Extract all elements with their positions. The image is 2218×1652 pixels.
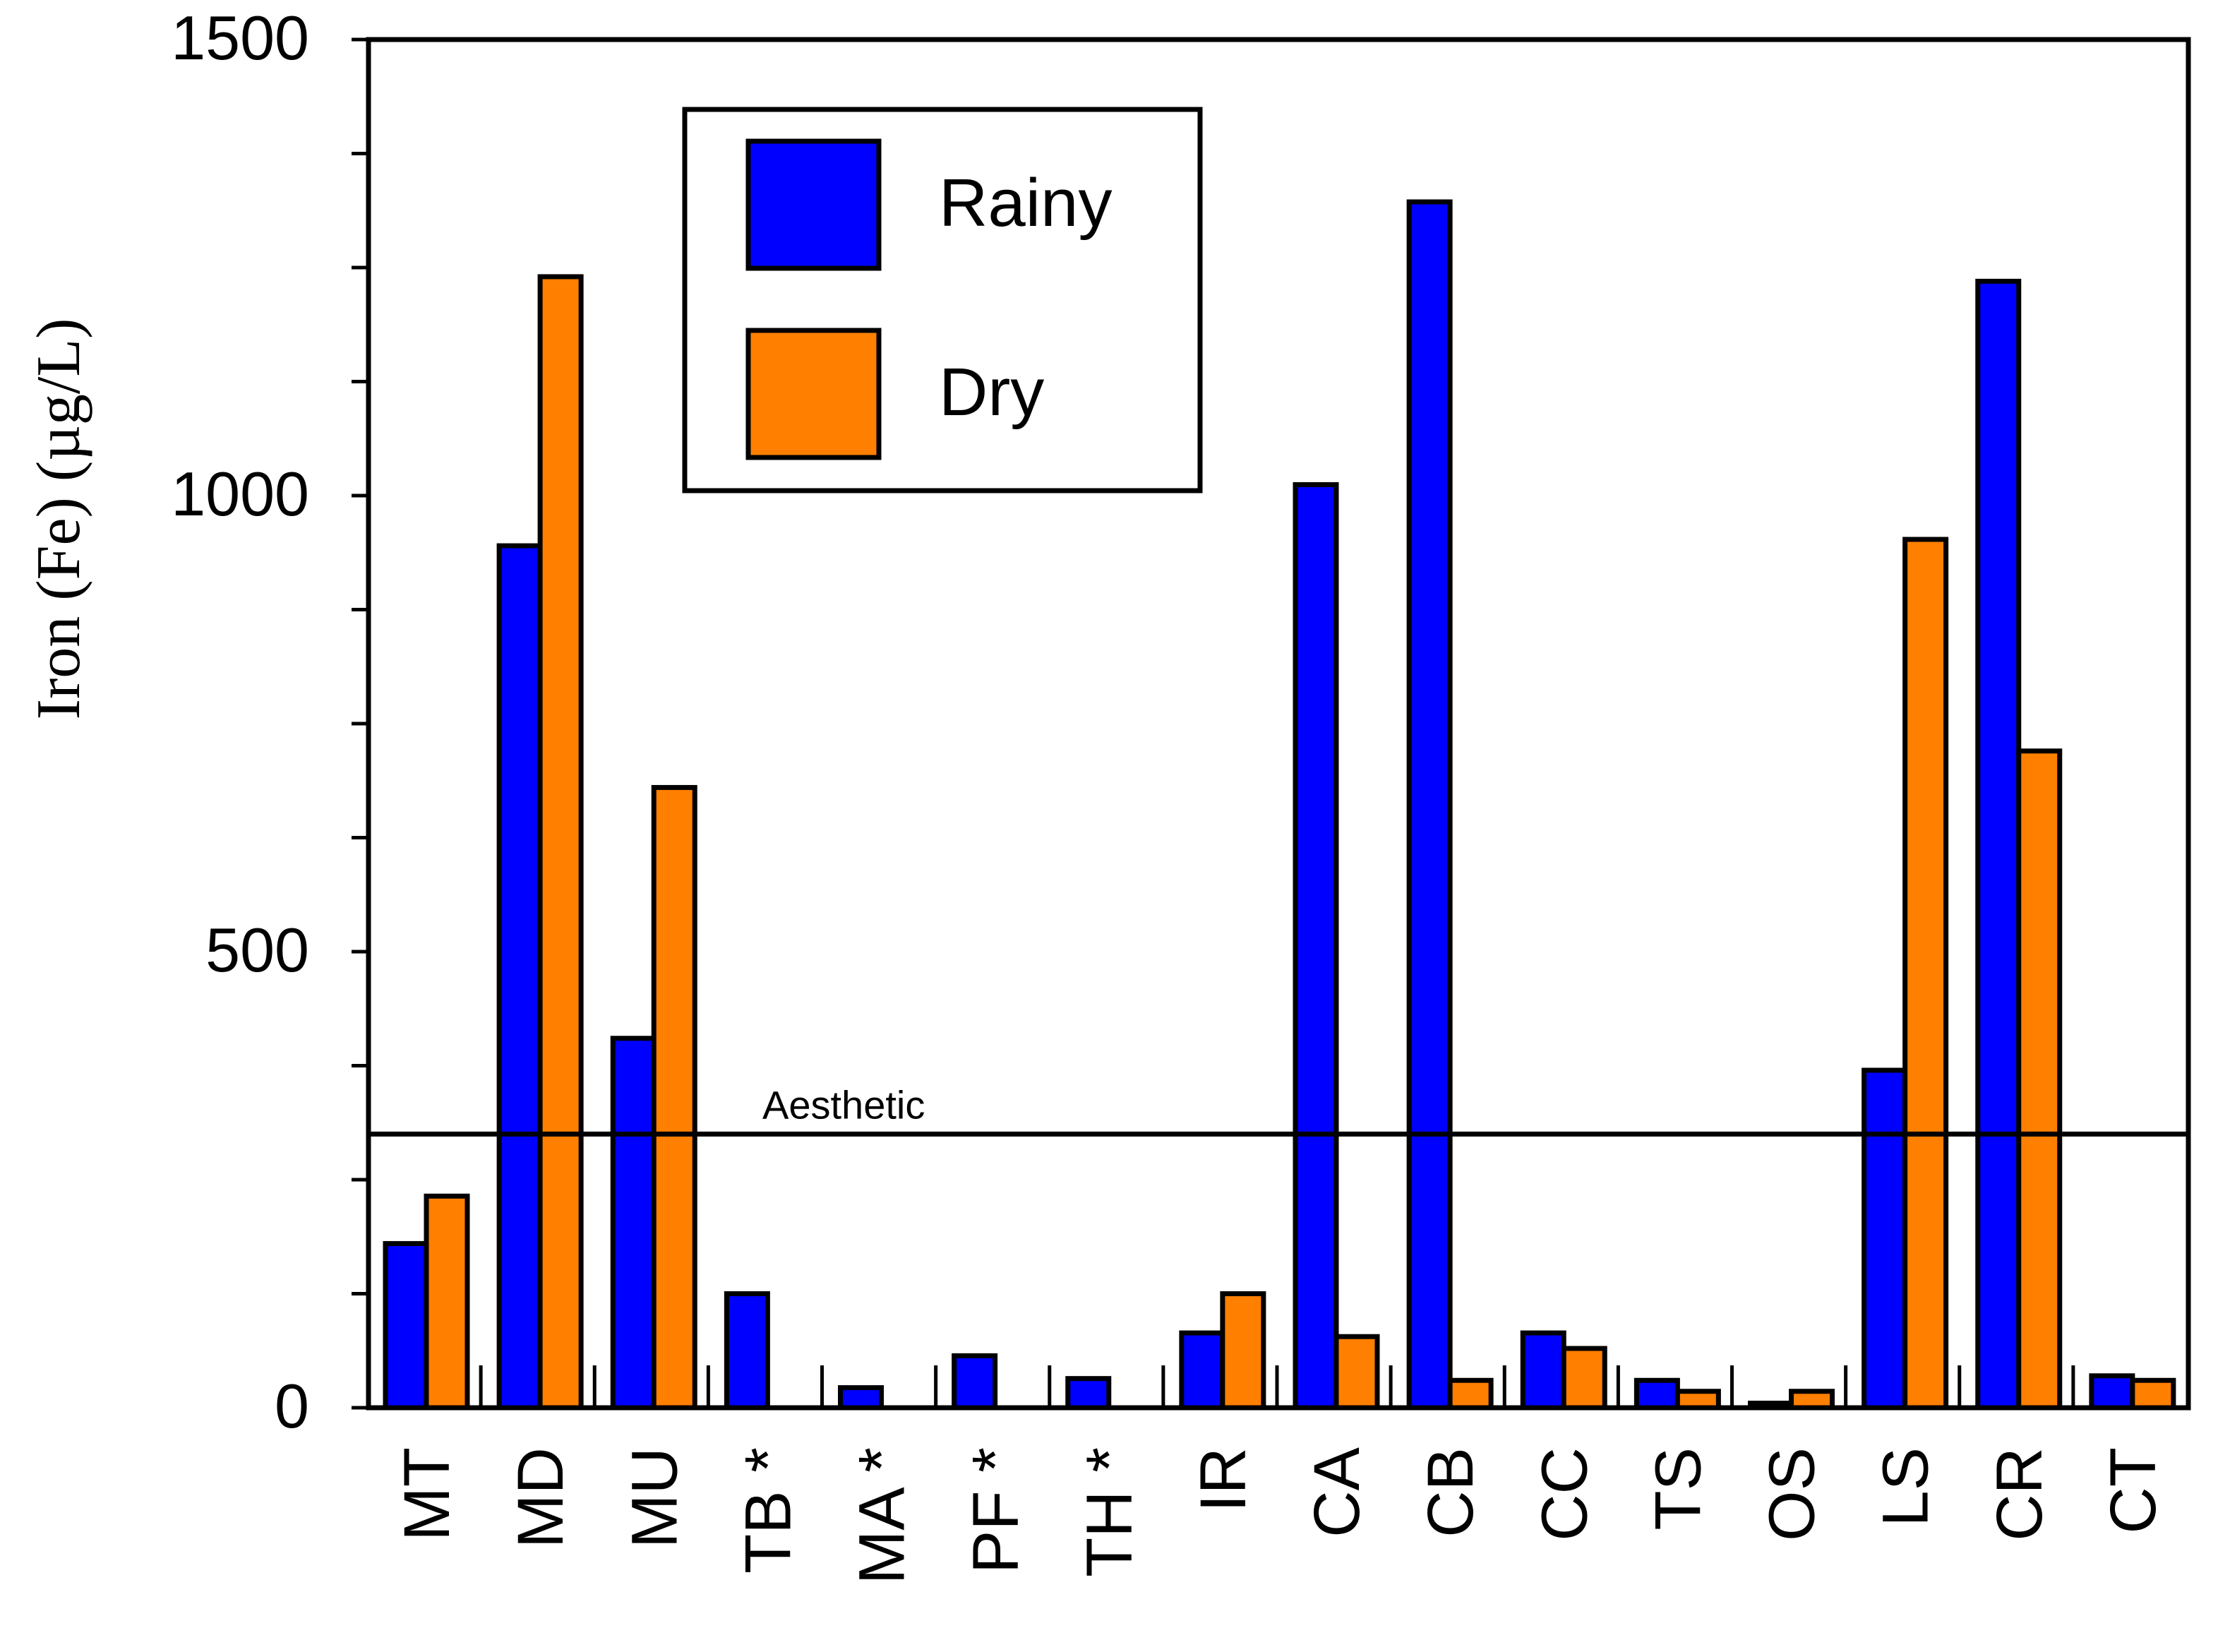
- x-tick-label-cb: CB: [1415, 1447, 1487, 1538]
- x-tick-label-ma: MA *: [846, 1447, 918, 1584]
- x-tick-label-ct: CT: [2097, 1447, 2169, 1534]
- bar-rainy-cr: [1975, 278, 2022, 1411]
- bar-rainy-cb: [1406, 199, 1453, 1411]
- x-tick-label-md: MD: [505, 1447, 577, 1548]
- bar-dry-mu: [651, 784, 697, 1411]
- reference-line-label: Aesthetic: [762, 1082, 925, 1127]
- x-tick-label-tb: TB *: [732, 1447, 804, 1574]
- bar-rainy-pf: [952, 1353, 998, 1411]
- y-tick-label-1500: 1500: [171, 3, 309, 73]
- bar-rainy-th: [1065, 1376, 1112, 1411]
- y-axis-title: Iron (Fe) (µg/L): [25, 318, 93, 720]
- x-tick-label-ls: LS: [1870, 1447, 1942, 1527]
- bar-rainy-mu: [610, 1036, 657, 1411]
- bar-dry-ir: [1220, 1291, 1266, 1411]
- bar-rainy-tb: [724, 1291, 770, 1411]
- x-tick-label-mt: MT: [391, 1447, 463, 1541]
- bar-rainy-ct: [2089, 1373, 2135, 1411]
- legend-swatch-rainy: [745, 138, 882, 271]
- legend-swatch-dry: [745, 328, 882, 460]
- bar-rainy-md: [496, 543, 543, 1411]
- y-tick-label-1000: 1000: [171, 459, 309, 529]
- y-tick-label-500: 500: [205, 915, 309, 985]
- x-tick-label-cc: CC: [1528, 1447, 1600, 1541]
- bar-rainy-mt: [383, 1240, 429, 1411]
- x-tick-label-pf: PF *: [960, 1447, 1032, 1574]
- bar-dry-mt: [424, 1193, 470, 1411]
- bar-rainy-ca: [1293, 481, 1339, 1411]
- legend-label-rainy: Rainy: [939, 165, 1112, 241]
- bar-rainy-ls: [1862, 1067, 1908, 1411]
- x-tick-label-ca: CA: [1301, 1447, 1373, 1537]
- bar-dry-cr: [2016, 748, 2063, 1411]
- x-tick-label-os: OS: [1756, 1447, 1828, 1541]
- legend-label-dry: Dry: [939, 354, 1044, 430]
- bar-dry-ct: [2130, 1377, 2176, 1411]
- x-tick-label-mu: MU: [618, 1447, 690, 1548]
- y-tick-label-0: 0: [275, 1371, 309, 1441]
- x-tick-label-ts: TS: [1642, 1447, 1714, 1531]
- bar-dry-md: [537, 274, 584, 1411]
- bar-dry-cb: [1447, 1377, 1494, 1411]
- x-tick-label-cr: CR: [1984, 1447, 2056, 1541]
- bar-rainy-ma: [838, 1385, 884, 1411]
- bar-rainy-cc: [1520, 1330, 1566, 1411]
- x-tick-label-ir: IR: [1187, 1447, 1259, 1512]
- bar-dry-ca: [1333, 1334, 1380, 1411]
- bar-dry-cc: [1561, 1346, 1607, 1411]
- bar-rainy-ir: [1179, 1330, 1225, 1411]
- bar-rainy-ts: [1633, 1377, 1680, 1411]
- bar-dry-ls: [1902, 537, 1949, 1411]
- x-tick-label-th: TH *: [1074, 1447, 1146, 1577]
